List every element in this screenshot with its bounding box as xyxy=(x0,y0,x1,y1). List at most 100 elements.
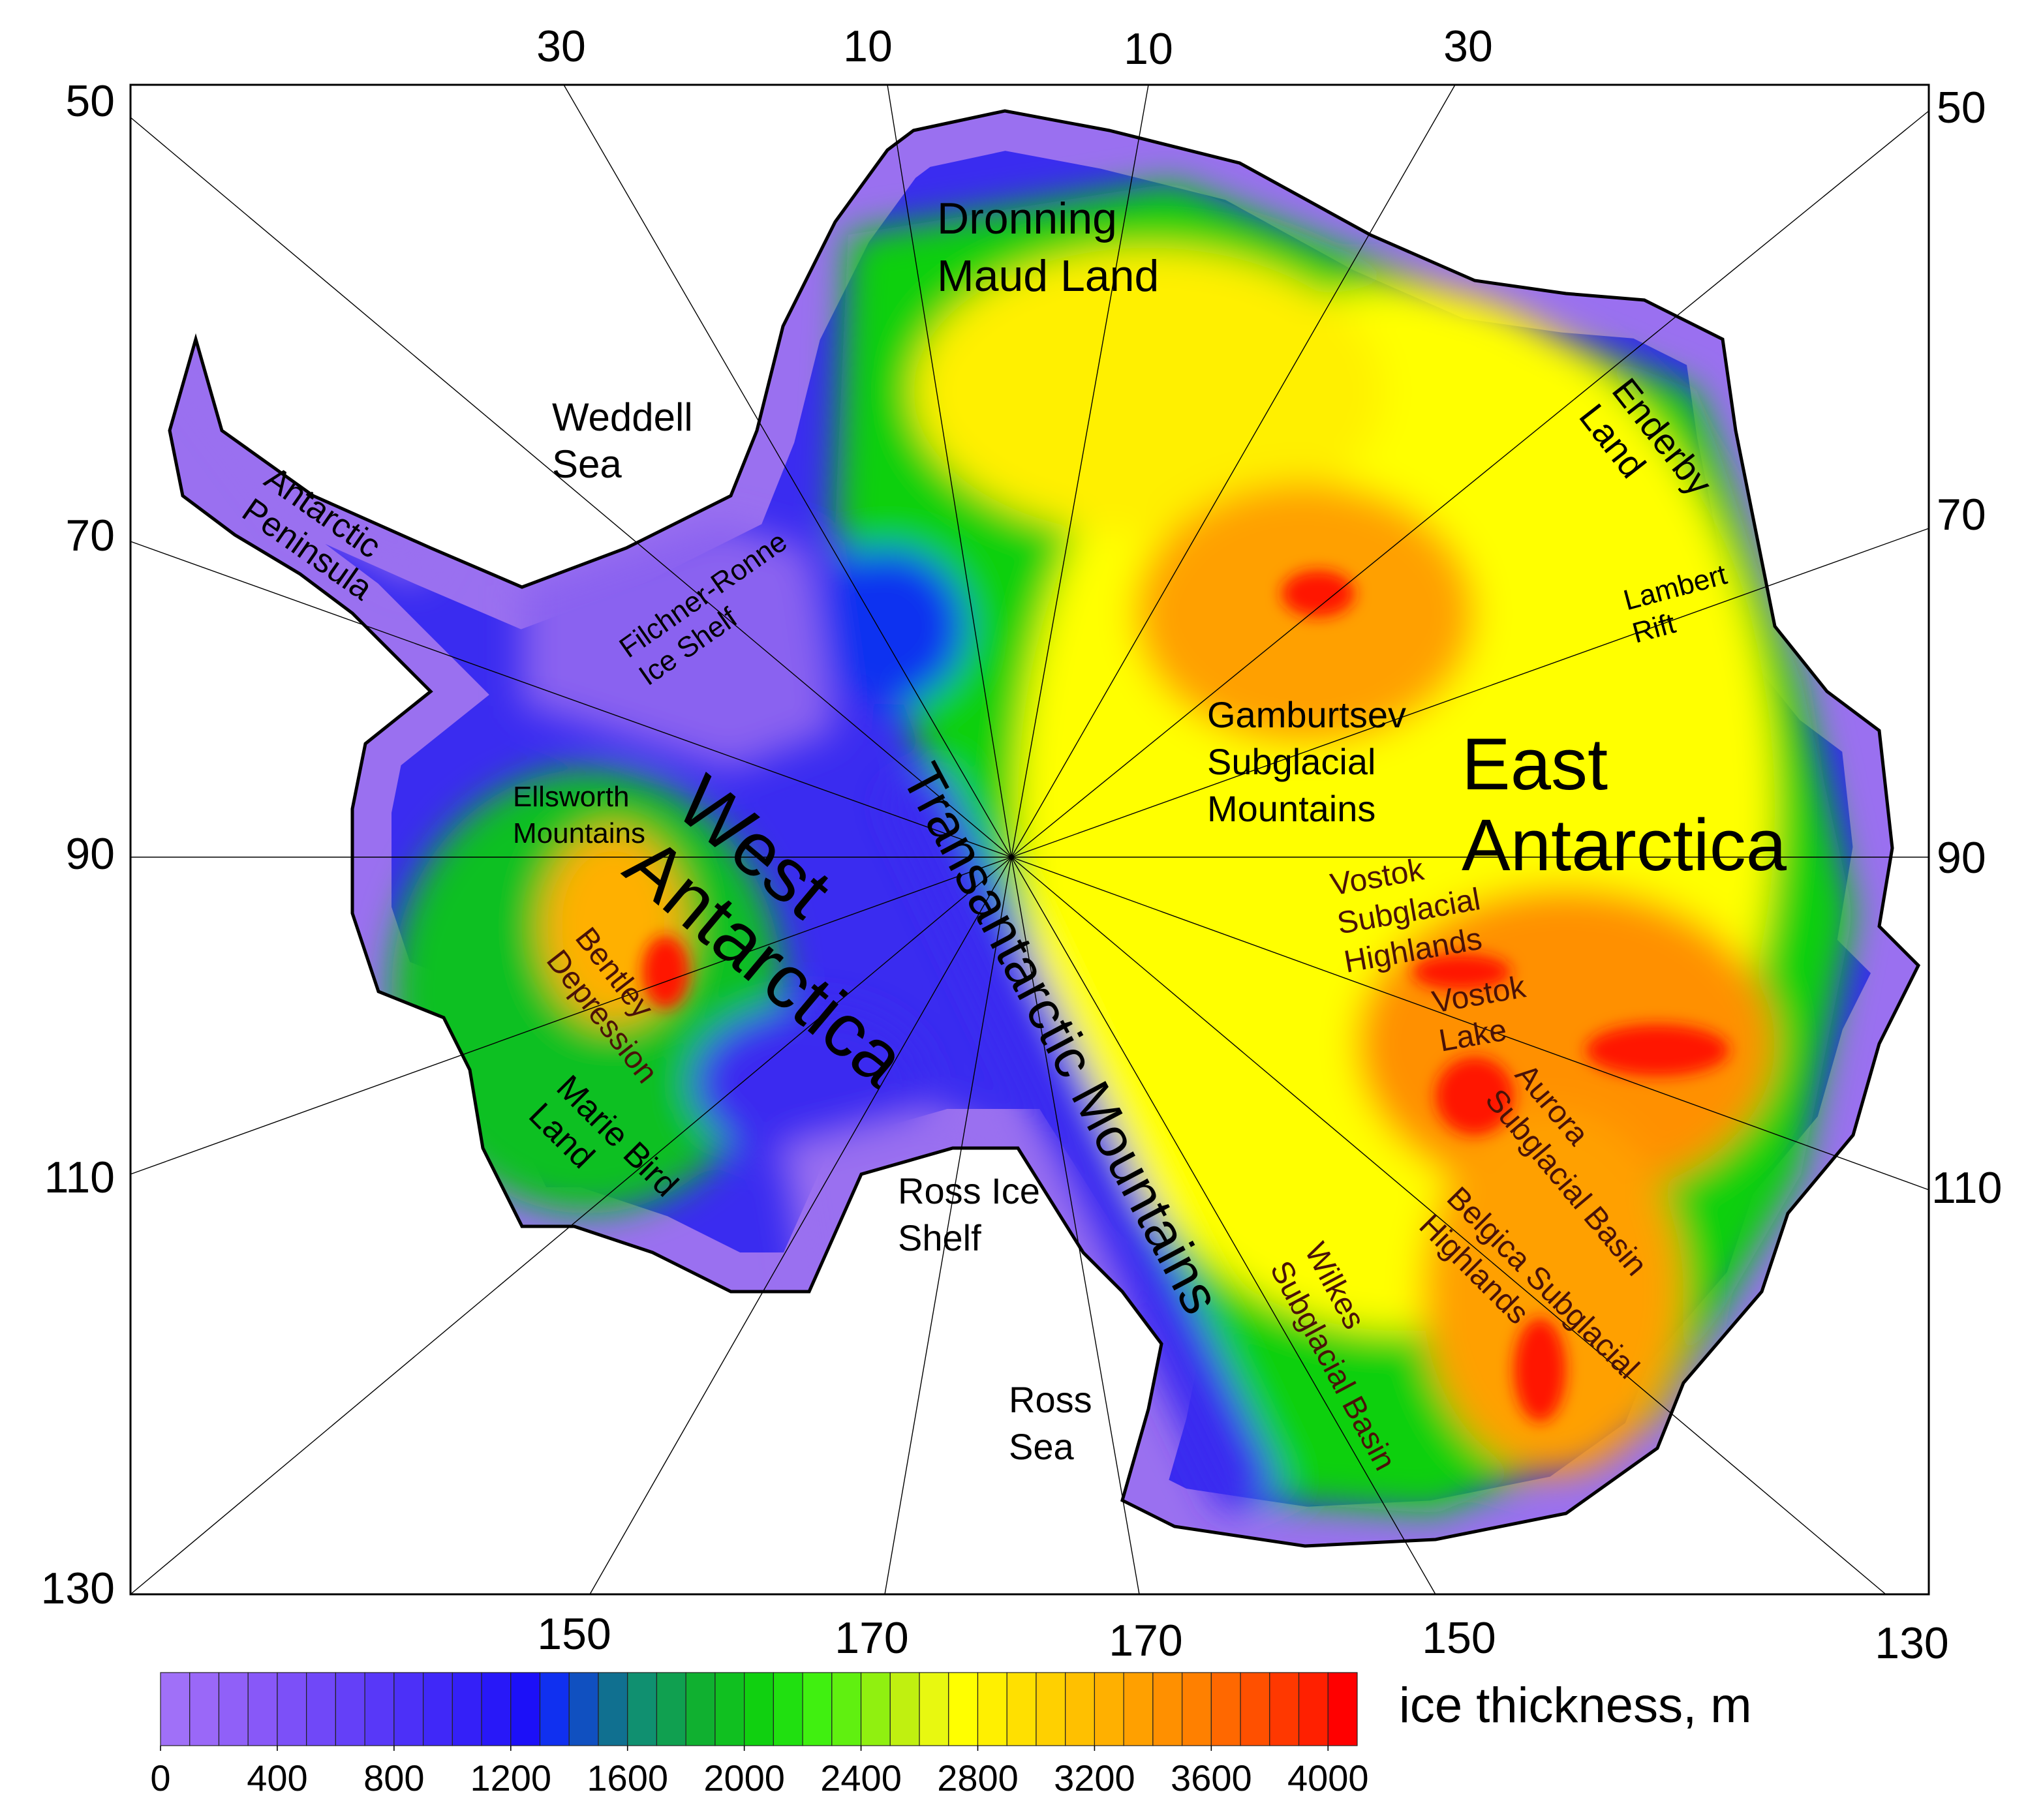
graticule: 30 10 10 30 50 70 90 110 130 50 70 90 110 150 170 170 15… xyxy=(41,22,2003,1668)
meridian-line xyxy=(884,857,1012,1595)
colorbar-swatch xyxy=(218,1672,249,1746)
region-label-line: Sea xyxy=(1009,1426,1074,1467)
colorbar-swatch xyxy=(1210,1672,1241,1746)
meridian-line xyxy=(1011,84,1456,858)
colorbar-swatch xyxy=(744,1672,774,1746)
colorbar-swatch xyxy=(627,1672,658,1746)
colorbar-swatch xyxy=(1065,1672,1096,1746)
colorbar-swatch xyxy=(1006,1672,1037,1746)
colorbar-swatch xyxy=(335,1672,365,1746)
colorbar-swatch xyxy=(656,1672,686,1746)
colorbar-swatch xyxy=(306,1672,336,1746)
region-label: Dronning Maud Land xyxy=(937,194,1159,301)
meridian-line xyxy=(130,857,1012,1175)
region-label-line: Gamburtsev xyxy=(1207,694,1406,735)
region-label-line: Mountains xyxy=(1207,788,1375,829)
colorbar-swatch xyxy=(1298,1672,1329,1746)
colorbar-tick-label: 4000 xyxy=(1287,1757,1369,1798)
colorbar-tick-label: 2400 xyxy=(820,1757,902,1798)
colorbar-swatch xyxy=(977,1672,1007,1746)
graticule-label: 130 xyxy=(41,1564,115,1613)
region-label-line: Mountains xyxy=(513,817,645,849)
graticule-label: 90 xyxy=(65,829,115,879)
region-label-line: Ross xyxy=(1009,1379,1092,1420)
colorbar-tick-label: 3600 xyxy=(1171,1757,1252,1798)
colorbar-swatch xyxy=(1094,1672,1124,1746)
meridian-line xyxy=(1011,857,1140,1595)
region-label-line: Ellsworth xyxy=(513,781,630,813)
meridian-line xyxy=(589,857,1012,1595)
region-label-line: Maud Land xyxy=(937,251,1159,301)
region-label: Ross Sea xyxy=(1009,1379,1092,1467)
colorbar-swatch xyxy=(452,1672,482,1746)
meridian-line xyxy=(130,857,1012,1595)
region-label: Gamburtsev Subglacial Mountains xyxy=(1207,694,1406,829)
colorbar-swatch xyxy=(948,1672,979,1746)
meridian-line xyxy=(563,84,1012,858)
colorbar-swatch xyxy=(364,1672,395,1746)
meridian-line xyxy=(130,117,1012,858)
region-label-line: Ross Ice xyxy=(898,1170,1040,1211)
colorbar: 0 400 800 1200 1600 2000 2400 2800 3200 3600 4000 i… xyxy=(150,1672,1752,1798)
graticule-label: 110 xyxy=(44,1153,115,1202)
graticule-label: 30 xyxy=(536,22,586,71)
graticule-label: 150 xyxy=(537,1609,611,1659)
colorbar-swatch xyxy=(919,1672,949,1746)
colorbar-swatch xyxy=(1240,1672,1270,1746)
colorbar-swatch xyxy=(1123,1672,1154,1746)
colorbar-swatch xyxy=(247,1672,278,1746)
graticule-label: 10 xyxy=(1124,24,1173,74)
colorbar-swatch xyxy=(831,1672,862,1746)
colorbar-tick-label: 0 xyxy=(150,1757,170,1798)
meridian-line xyxy=(130,541,1012,858)
colorbar-swatch xyxy=(481,1672,512,1746)
colorbar-swatch xyxy=(1327,1672,1358,1746)
colorbar-swatch xyxy=(277,1672,307,1746)
region-label: Ross Ice Shelf xyxy=(898,1170,1040,1258)
region-label-line: Antarctica xyxy=(1462,804,1787,886)
colorbar-swatch xyxy=(539,1672,570,1746)
colorbar-swatch xyxy=(393,1672,424,1746)
meridian-line xyxy=(1011,857,1436,1595)
colorbar-tick-label: 2800 xyxy=(937,1757,1019,1798)
graticule-label: 70 xyxy=(65,511,115,560)
colorbar-swatch xyxy=(510,1672,541,1746)
region-label: Weddell Sea xyxy=(552,395,693,486)
region-label-line: Dronning xyxy=(937,194,1117,243)
meridian-line xyxy=(1011,528,1929,858)
colorbar-swatch xyxy=(1182,1672,1212,1746)
colorbar-tick-label: 2000 xyxy=(703,1757,785,1798)
region-label-line: Weddell xyxy=(552,395,693,439)
region-label-line: East xyxy=(1462,723,1608,805)
colorbar-swatch xyxy=(189,1672,220,1746)
meridian-line xyxy=(887,84,1012,858)
region-label-line: Shelf xyxy=(898,1217,981,1258)
graticule-label: 110 xyxy=(1931,1163,2002,1213)
colorbar-swatch xyxy=(773,1672,803,1746)
colorbar-swatch xyxy=(160,1672,191,1746)
meridian-line xyxy=(1011,857,1929,1191)
graticule-label: 70 xyxy=(1937,490,1986,539)
colorbar-tick-label: 400 xyxy=(247,1757,307,1798)
graticule-label: 50 xyxy=(1937,83,1986,132)
colorbar-swatch xyxy=(860,1672,891,1746)
colorbar-tick-label: 1600 xyxy=(587,1757,668,1798)
colorbar-tick-label: 3200 xyxy=(1054,1757,1135,1798)
colorbar-swatch xyxy=(685,1672,716,1746)
meridian-line xyxy=(1011,110,1929,858)
colorbar-swatch xyxy=(1152,1672,1183,1746)
graticule-label: 50 xyxy=(65,76,115,126)
graticule-label: 10 xyxy=(843,22,893,71)
meridian-line xyxy=(1011,857,1886,1595)
colorbar-swatch xyxy=(714,1672,745,1746)
colorbar-swatch xyxy=(802,1672,833,1746)
colorbar-label: ice thickness, m xyxy=(1399,1678,1752,1733)
colorbar-swatch xyxy=(568,1672,599,1746)
region-label: East Antarctica xyxy=(1462,723,1787,886)
graticule-label: 30 xyxy=(1443,22,1493,71)
colorbar-tick-label: 800 xyxy=(363,1757,424,1798)
graticule-label: 170 xyxy=(1109,1616,1182,1665)
region-label: Ellsworth Mountains xyxy=(513,781,645,849)
